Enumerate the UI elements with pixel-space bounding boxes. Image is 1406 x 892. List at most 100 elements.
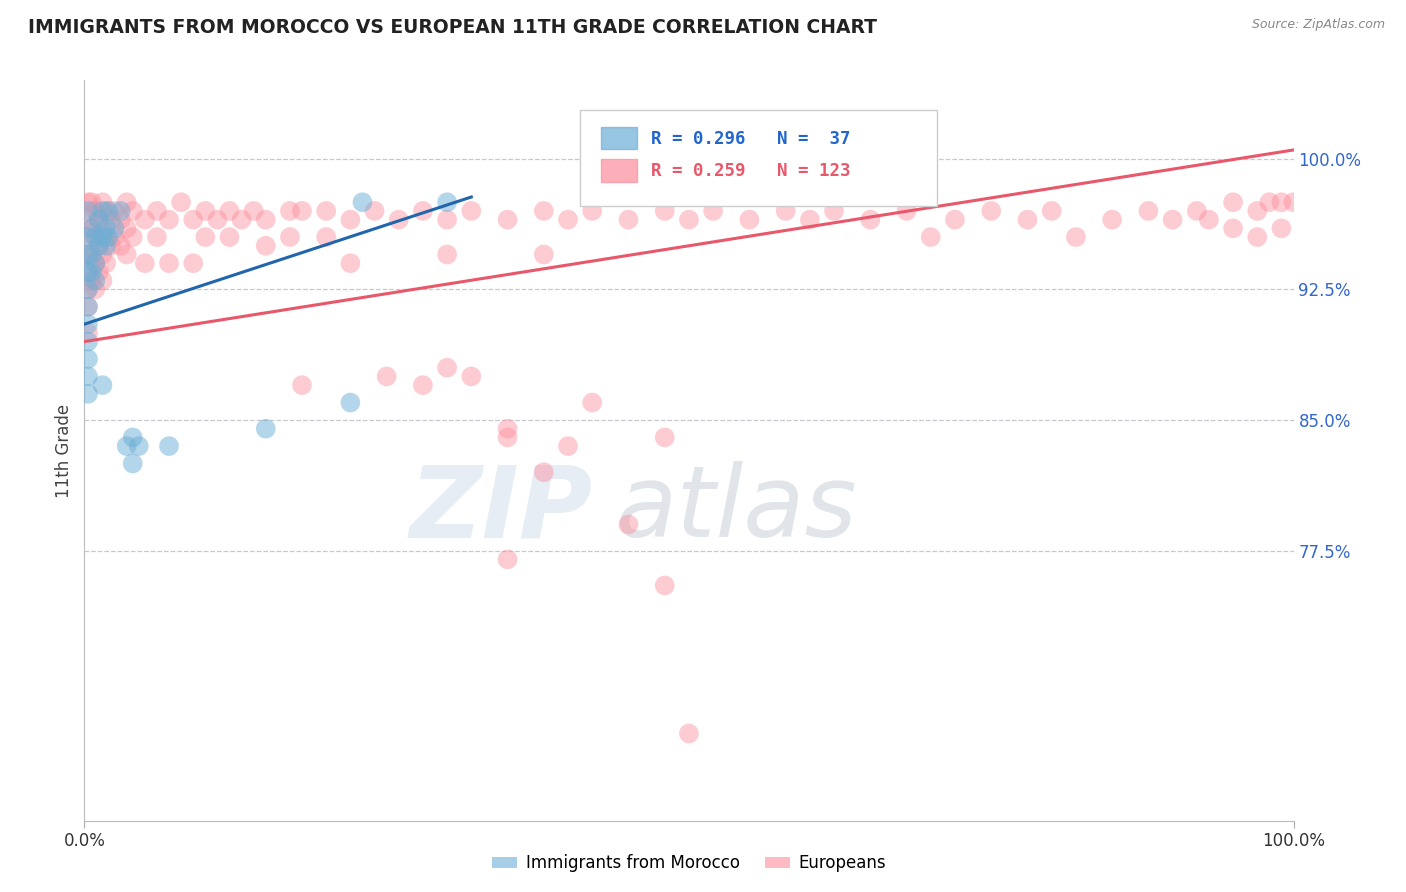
Point (100, 239, 122, 253)
Point (533, 203, 555, 218)
Point (77, 230, 100, 244)
Point (77, 351, 100, 366)
Point (97, 203, 120, 218)
Point (980, 203, 1002, 218)
Point (80, 265, 103, 279)
Point (412, 203, 434, 218)
Text: R = 0.259   N = 123: R = 0.259 N = 123 (651, 162, 851, 180)
Point (460, 203, 482, 218)
Point (84, 274, 107, 288)
FancyBboxPatch shape (581, 110, 936, 206)
Point (496, 552, 519, 566)
Point (617, 517, 640, 532)
Point (77, 334, 100, 349)
Point (77, 265, 100, 279)
Point (775, 203, 797, 218)
Text: ZIP: ZIP (409, 461, 592, 558)
Point (1064, 230, 1087, 244)
Point (1222, 195, 1244, 210)
Point (94, 221, 117, 235)
Point (339, 212, 361, 227)
Point (84, 256, 107, 270)
Point (94, 256, 117, 270)
Point (94, 203, 117, 218)
Point (738, 212, 761, 227)
Point (617, 212, 640, 227)
Point (557, 212, 579, 227)
Point (84, 230, 107, 244)
Point (1198, 212, 1220, 227)
Point (352, 195, 374, 210)
Point (278, 203, 301, 218)
Point (943, 212, 966, 227)
Point (77, 195, 100, 210)
Point (581, 395, 603, 409)
Point (115, 195, 138, 210)
Point (823, 203, 845, 218)
Point (110, 203, 132, 218)
Point (194, 230, 217, 244)
Point (1270, 221, 1292, 235)
Point (254, 212, 277, 227)
Point (157, 212, 180, 227)
Text: R = 0.296   N =  37: R = 0.296 N = 37 (651, 130, 851, 148)
Point (1270, 195, 1292, 210)
Point (121, 230, 143, 244)
Point (218, 230, 240, 244)
Point (242, 203, 264, 218)
Point (231, 212, 253, 227)
Point (104, 221, 127, 235)
Point (896, 203, 918, 218)
Point (84, 230, 107, 244)
Point (77, 387, 100, 401)
Point (77, 282, 100, 296)
Point (146, 203, 169, 218)
Point (339, 256, 361, 270)
Point (436, 247, 458, 261)
Point (1185, 203, 1208, 218)
Point (1017, 212, 1039, 227)
Point (110, 239, 132, 253)
Point (291, 378, 314, 392)
Point (363, 203, 385, 218)
Point (1258, 195, 1281, 210)
Point (80, 247, 103, 261)
Point (654, 203, 676, 218)
Point (134, 212, 156, 227)
Point (104, 230, 127, 244)
Point (80, 247, 103, 261)
Point (1040, 203, 1063, 218)
Point (702, 203, 724, 218)
Point (1101, 212, 1123, 227)
Point (121, 430, 143, 444)
Bar (600, 160, 637, 182)
Point (77, 247, 100, 261)
Point (157, 439, 180, 453)
Text: atlas: atlas (616, 461, 858, 558)
Point (1222, 221, 1244, 235)
Point (84, 256, 107, 270)
Point (460, 369, 482, 384)
Point (87, 265, 110, 279)
Point (254, 239, 277, 253)
Point (91, 230, 114, 244)
Point (1282, 195, 1305, 210)
Point (115, 247, 138, 261)
Point (77, 300, 100, 314)
Point (77, 317, 100, 331)
Point (77, 212, 100, 227)
Bar (600, 127, 637, 149)
Point (80, 195, 103, 210)
Point (77, 369, 100, 384)
Point (91, 378, 114, 392)
Point (678, 726, 700, 740)
Text: Source: ZipAtlas.com: Source: ZipAtlas.com (1251, 18, 1385, 31)
Point (115, 221, 138, 235)
Point (87, 212, 110, 227)
Point (388, 212, 411, 227)
Point (654, 430, 676, 444)
Point (121, 203, 143, 218)
Point (77, 247, 100, 261)
Point (77, 300, 100, 314)
Point (115, 439, 138, 453)
